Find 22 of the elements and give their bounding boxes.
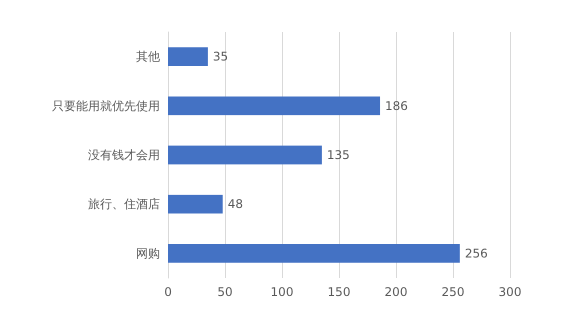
bar xyxy=(168,146,322,164)
data-label: 48 xyxy=(228,197,243,212)
y-tick-label: 只要能用就优先使用 xyxy=(52,98,160,113)
bar xyxy=(168,194,223,214)
data-label: 186 xyxy=(385,98,408,113)
y-tick-label: 旅行、住酒店 xyxy=(88,197,160,212)
x-tick-label: 0 xyxy=(164,285,172,299)
data-label: 135 xyxy=(326,148,350,162)
x-tick-label: 200 xyxy=(384,285,408,299)
bar xyxy=(168,244,460,263)
y-tick-label: 网购 xyxy=(136,246,160,260)
x-tick-label: 100 xyxy=(270,285,294,299)
x-tick-label: 300 xyxy=(498,285,522,299)
bar xyxy=(168,96,380,116)
x-tick-label: 150 xyxy=(328,285,350,299)
y-tick-label: 其他 xyxy=(136,50,160,64)
data-label: 256 xyxy=(464,246,488,260)
data-label: 35 xyxy=(212,50,228,64)
y-tick-label: 没有钱才会用 xyxy=(88,148,160,162)
x-tick-label: 250 xyxy=(442,285,464,299)
x-tick-label: 50 xyxy=(217,285,233,299)
bar xyxy=(168,47,208,66)
